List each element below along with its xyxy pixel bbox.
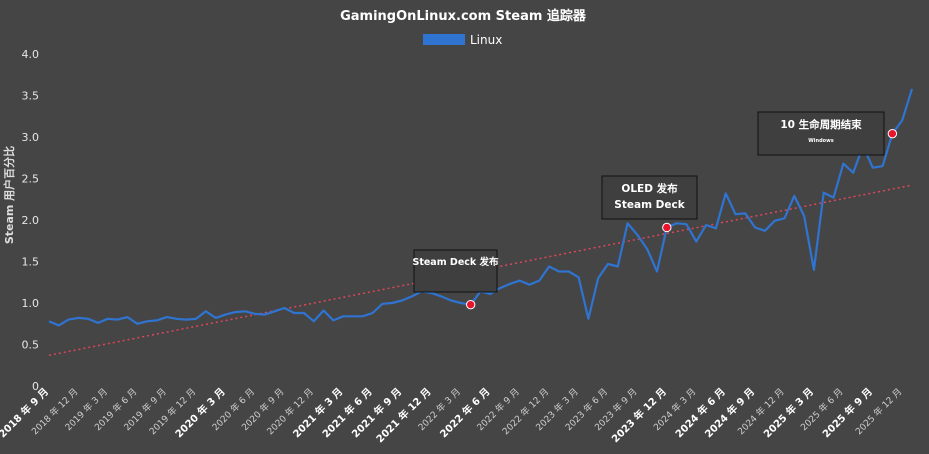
y-tick-label: 0.5 (22, 339, 40, 352)
y-tick-label: 3.0 (22, 131, 40, 144)
y-tick-label: 2.0 (22, 214, 40, 227)
y-tick-label: 1.0 (22, 297, 40, 310)
y-tick-label: 2.5 (22, 173, 40, 186)
x-tick-label: 2025 年 9 月 (820, 385, 875, 440)
chart-title: GamingOnLinux.com Steam 追踪器 (340, 8, 587, 24)
y-axis-label: Steam 用户百分比 (2, 146, 16, 244)
annotation-label: 10 生命周期结束 (780, 118, 862, 131)
annotation-box (601, 175, 698, 220)
legend-swatch-linux (423, 34, 465, 45)
annotation-marker (887, 128, 898, 139)
annotation-box (757, 111, 885, 156)
y-tick-label: 3.5 (22, 90, 40, 103)
x-tick-label: 2020 年 3 月 (172, 385, 227, 440)
annotation-label: OLED 发布 (621, 182, 678, 195)
annotation-sublabel: Windows (808, 138, 833, 144)
x-tick-label: 2024 年 9 月 (702, 385, 757, 440)
annotation-marker (662, 222, 672, 233)
trendline (48, 184, 913, 357)
x-tick-label: 2021 年 6 月 (319, 385, 374, 440)
trend-line (48, 184, 913, 357)
x-tick-label: 2025 年 3 月 (761, 385, 816, 440)
annotation-marker (465, 299, 476, 310)
x-tick-label: 2018 年 9 月 (0, 385, 51, 440)
x-tick-label: 2024 年 6 月 (672, 385, 727, 440)
annotation-box (413, 249, 498, 293)
y-tick-label: 4.0 (22, 48, 40, 61)
annotation-sublabel: Steam Deck (614, 199, 685, 211)
legend-label-linux: Linux (470, 33, 502, 47)
y-axis-ticks: 0 0.5 1.0 1.5 2.0 2.5 3.0 3.5 4.0 (22, 48, 40, 393)
annotation-label: Steam Deck 发布 (412, 256, 499, 268)
x-tick-label: 2021 年 9 月 (349, 385, 404, 440)
x-tick-label: 2022 年 6 月 (437, 385, 492, 440)
y-tick-label: 1.5 (22, 256, 40, 269)
x-tick-label: 2021 年 3 月 (290, 385, 345, 440)
y-tick-label: 0 (32, 380, 39, 393)
legend[interactable]: Linux (423, 33, 502, 47)
annotations: Steam Deck 发布 OLED 发布 Steam Deck 10 生命周期结束 W… (412, 111, 898, 310)
